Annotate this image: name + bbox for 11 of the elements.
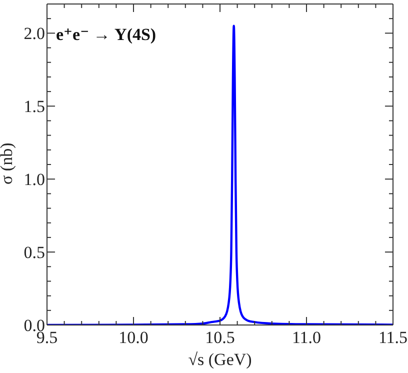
x-tick-label: 11.5 [378, 328, 408, 347]
x-tick-label: 11.0 [292, 328, 322, 347]
y-tick-label: 1.5 [24, 97, 45, 116]
x-tick-label: 10.5 [205, 328, 235, 347]
y-tick-label: 0.5 [24, 243, 45, 262]
y-tick-label: 2.0 [24, 24, 45, 44]
y-axis-title: σ (nb) [0, 142, 16, 184]
x-tick-label: 10.0 [118, 328, 148, 347]
text: e⁺e⁻ → Υ(4S) [56, 25, 156, 44]
x-axis-title: √s (GeV) [188, 350, 252, 369]
y-tick-label: 1.0 [24, 170, 45, 190]
